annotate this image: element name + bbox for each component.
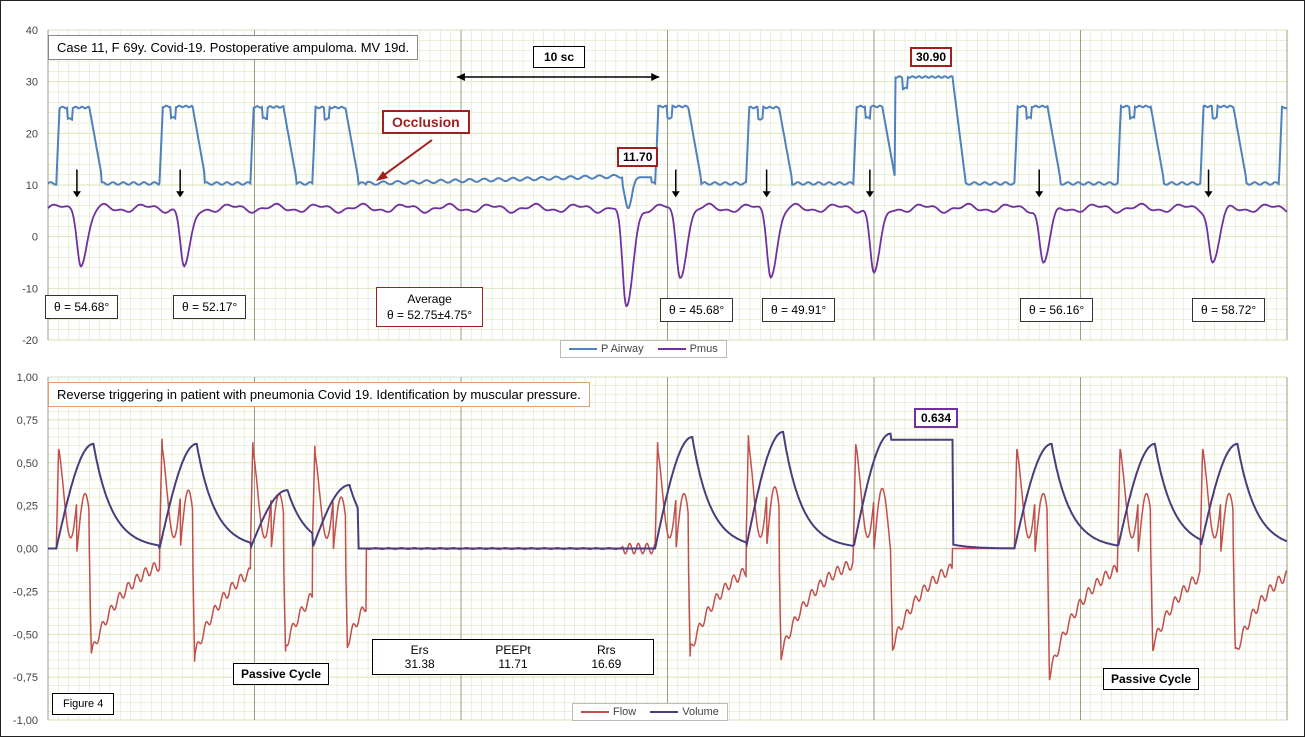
trigger-arrow-head [1035, 191, 1043, 197]
case-title: Case 11, F 69y. Covid-19. Postoperative … [57, 40, 409, 55]
theta-value: θ = 54.68° [54, 300, 109, 314]
interval-box: 10 sc [533, 46, 585, 68]
y-tick-label: -0,75 [13, 672, 38, 684]
y-tick-label: 1,00 [17, 372, 38, 384]
figure-label-box: Figure 4 [52, 693, 114, 715]
legend-label: P Airway [601, 343, 644, 355]
stats-header: Rrs [560, 643, 653, 657]
y-tick-label: 0,50 [17, 458, 38, 470]
stats-value: 16.69 [560, 657, 653, 671]
legend-label: Pmus [690, 343, 718, 355]
y-tick-labels: 40 30 20 10 0 -10 -20 1,00 0,75 0,50 0,25 0,00 -0,25… [13, 25, 38, 727]
lower-title: Reverse triggering in patient with pneum… [57, 387, 581, 402]
stats-header: PEEPt [466, 643, 559, 657]
passive-cycle-label: Passive Cycle [241, 667, 321, 681]
theta-box: θ = 45.68° [660, 298, 733, 322]
annotation-arrows [73, 73, 1213, 197]
airway-plateau-box: 11.70 [617, 147, 658, 167]
trigger-arrow-head [176, 191, 184, 197]
legend-item-flow: Flow [581, 706, 636, 718]
interval-arrow-head [651, 73, 659, 81]
theta-box: θ = 54.68° [45, 295, 118, 319]
legend-item-airway: P Airway [569, 343, 644, 355]
airway-peak-value: 30.90 [916, 50, 946, 64]
legend-item-pmus: Pmus [658, 343, 718, 355]
case-title-box: Case 11, F 69y. Covid-19. Postoperative … [48, 35, 418, 60]
trigger-arrow-head [763, 191, 771, 197]
interval-label: 10 sc [544, 50, 574, 64]
legend-item-volume: Volume [650, 706, 719, 718]
lower-title-box: Reverse triggering in patient with pneum… [48, 382, 590, 407]
theta-value: θ = 49.91° [771, 303, 826, 317]
mechanics-table: Ers PEEPt Rrs 31.38 11.71 16.69 [372, 639, 654, 675]
theta-box: θ = 58.72° [1192, 298, 1265, 322]
legend-label: Volume [682, 706, 719, 718]
stats-value: 11.71 [466, 657, 559, 671]
average-label: Average [387, 291, 472, 307]
stats-value: 31.38 [373, 657, 466, 671]
trigger-arrow-head [73, 191, 81, 197]
y-tick-label: 0,75 [17, 415, 38, 427]
lower-legend: Flow Volume [572, 703, 728, 721]
legend-label: Flow [613, 706, 636, 718]
theta-box: θ = 52.17° [173, 295, 246, 319]
theta-value: θ = 58.72° [1201, 303, 1256, 317]
passive-cycle-box: Passive Cycle [233, 663, 329, 685]
y-tick-label: 40 [26, 25, 38, 37]
airway-peak-box: 30.90 [910, 47, 952, 67]
y-tick-label: 0 [32, 232, 38, 244]
average-box: Average θ = 52.75±4.75° [376, 287, 483, 327]
volume-peak-box: 0.634 [914, 408, 958, 428]
average-value: θ = 52.75±4.75° [387, 307, 472, 323]
passive-cycle-label: Passive Cycle [1111, 672, 1191, 686]
chart-grid [48, 30, 1287, 720]
y-tick-label: 20 [26, 128, 38, 140]
y-tick-label: 0,00 [17, 544, 38, 556]
theta-value: θ = 45.68° [669, 303, 724, 317]
volume-peak-value: 0.634 [921, 411, 951, 425]
theta-value: θ = 52.17° [182, 300, 237, 314]
theta-value: θ = 56.16° [1029, 303, 1084, 317]
y-tick-label: -1,00 [13, 715, 38, 727]
y-tick-label: -0,25 [13, 586, 38, 598]
upper-legend: P Airway Pmus [560, 340, 727, 358]
y-tick-label: -0,50 [13, 629, 38, 641]
theta-box: θ = 49.91° [762, 298, 835, 322]
trigger-arrow-head [866, 191, 874, 197]
figure-label: Figure 4 [63, 698, 103, 710]
y-tick-label: 30 [26, 77, 38, 89]
occlusion-arrow [380, 140, 432, 178]
trigger-arrow-head [1205, 191, 1213, 197]
y-tick-label: 0,25 [17, 501, 38, 513]
trigger-arrow-head [672, 191, 680, 197]
occlusion-label: Occlusion [392, 114, 460, 130]
theta-box: θ = 56.16° [1020, 298, 1093, 322]
y-tick-label: -20 [22, 335, 38, 347]
airway-plateau-value: 11.70 [623, 150, 652, 164]
y-tick-label: -10 [22, 283, 38, 295]
occlusion-box: Occlusion [382, 110, 470, 134]
passive-cycle-box: Passive Cycle [1103, 668, 1199, 690]
y-tick-label: 10 [26, 180, 38, 192]
stats-header: Ers [373, 643, 466, 657]
